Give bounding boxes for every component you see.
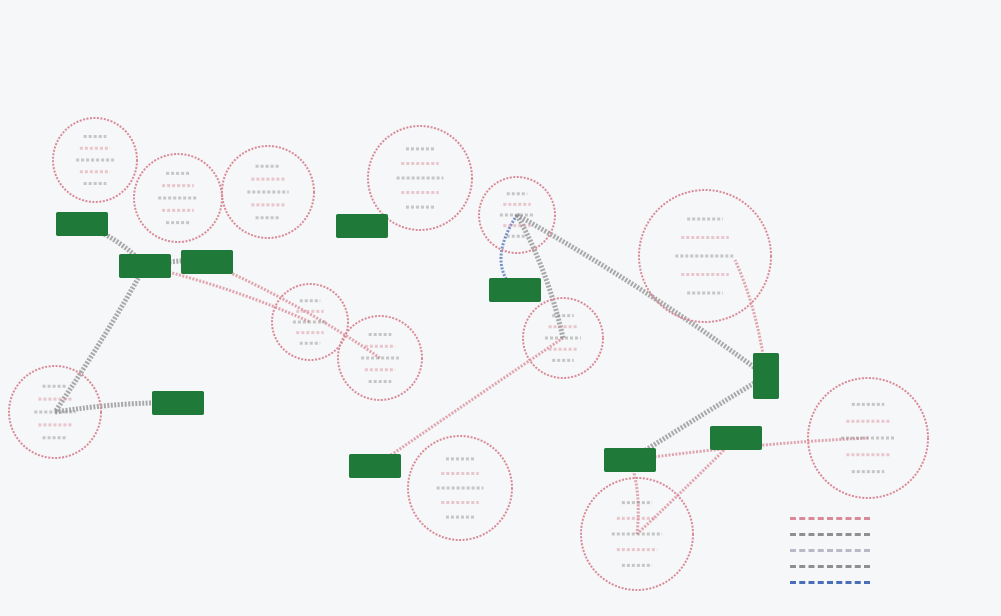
edge-gray <box>514 213 566 339</box>
circle-outline <box>271 283 349 361</box>
legend-swatch <box>790 516 870 520</box>
legend-item <box>790 526 995 542</box>
edge-pink <box>628 459 640 535</box>
boxes-layer <box>56 212 779 478</box>
circle-outline <box>8 365 102 459</box>
legend-item <box>790 558 995 574</box>
circle-outline <box>407 435 513 541</box>
circle-outline <box>522 297 604 379</box>
circle-node <box>478 176 556 254</box>
edge-gray <box>515 212 768 379</box>
box-node <box>489 278 541 302</box>
box-node <box>119 254 171 278</box>
circle-node <box>367 125 473 231</box>
legend-swatch <box>790 532 870 536</box>
legend-swatch <box>790 580 870 584</box>
circle-outline <box>807 377 929 499</box>
circle-node <box>807 377 929 499</box>
edge-gray <box>52 264 148 414</box>
edge-gray <box>144 258 208 269</box>
box-node <box>753 353 779 399</box>
circle-node <box>407 435 513 541</box>
circles-layer <box>8 117 929 591</box>
box-node <box>349 454 401 478</box>
circle-node <box>337 315 423 401</box>
legend <box>790 510 995 590</box>
edge-gray <box>628 373 768 463</box>
circle-node <box>638 189 772 323</box>
legend-item <box>790 510 995 526</box>
circle-node <box>522 297 604 379</box>
box-node <box>56 212 108 236</box>
circle-node <box>52 117 138 203</box>
legend-item <box>790 542 995 558</box>
legend-swatch <box>790 548 870 552</box>
circle-outline <box>638 189 772 323</box>
circle-outline <box>221 145 315 239</box>
circle-node <box>133 153 223 243</box>
edge-pink <box>206 260 381 360</box>
edge-gray <box>54 400 179 415</box>
edges-layer <box>52 212 869 536</box>
circle-outline <box>478 176 556 254</box>
circle-outline <box>580 477 694 591</box>
circle-node <box>221 145 315 239</box>
circle-outline <box>337 315 423 401</box>
box-node <box>152 391 204 415</box>
circle-node <box>8 365 102 459</box>
edge-pink <box>635 436 738 536</box>
box-node <box>181 250 233 274</box>
circle-outline <box>367 125 473 231</box>
circle-node <box>271 283 349 361</box>
circle-node <box>580 477 694 591</box>
circle-outline <box>133 153 223 243</box>
box-node <box>604 448 656 472</box>
box-node <box>336 214 388 238</box>
legend-swatch <box>790 564 870 568</box>
box-node <box>710 426 762 450</box>
legend-item <box>790 574 995 590</box>
edge-pink <box>374 336 564 468</box>
circle-outline <box>52 117 138 203</box>
